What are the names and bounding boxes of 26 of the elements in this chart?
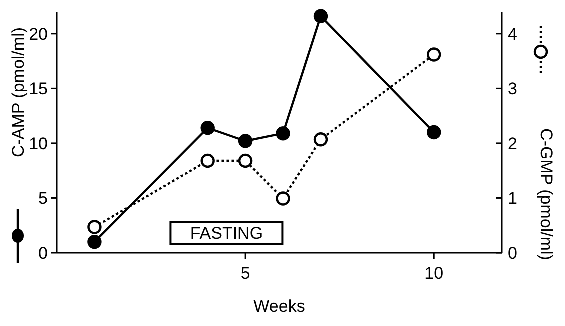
point bbox=[88, 220, 102, 234]
y2-tick-label: 4 bbox=[508, 24, 518, 44]
y2-tick-label: 2 bbox=[508, 134, 518, 154]
y2-tick-label: 0 bbox=[508, 244, 518, 263]
y-tick-label: 10 bbox=[29, 134, 48, 154]
y-axis-title: C-AMP (pmol/ml) bbox=[9, 27, 28, 158]
point bbox=[200, 121, 215, 136]
y-tick-label: 15 bbox=[29, 80, 48, 99]
y-tick-label: 0 bbox=[38, 244, 48, 263]
point bbox=[200, 154, 215, 168]
point bbox=[427, 125, 442, 140]
point bbox=[276, 192, 290, 206]
point bbox=[276, 126, 290, 141]
point bbox=[238, 154, 253, 168]
annotation: FASTING bbox=[190, 224, 264, 243]
point bbox=[314, 132, 328, 147]
y2-tick-label: 1 bbox=[508, 189, 518, 208]
y-tick-label: 20 bbox=[29, 24, 48, 44]
point bbox=[88, 234, 102, 250]
y2-axis-title: C-GMP (pmol/ml) bbox=[537, 128, 556, 260]
point bbox=[314, 9, 328, 24]
x-axis-title: Weeks bbox=[254, 297, 306, 316]
point bbox=[238, 134, 253, 148]
y-tick-label: 5 bbox=[38, 189, 48, 208]
y2-tick-label: 3 bbox=[508, 80, 518, 99]
point bbox=[427, 48, 442, 62]
